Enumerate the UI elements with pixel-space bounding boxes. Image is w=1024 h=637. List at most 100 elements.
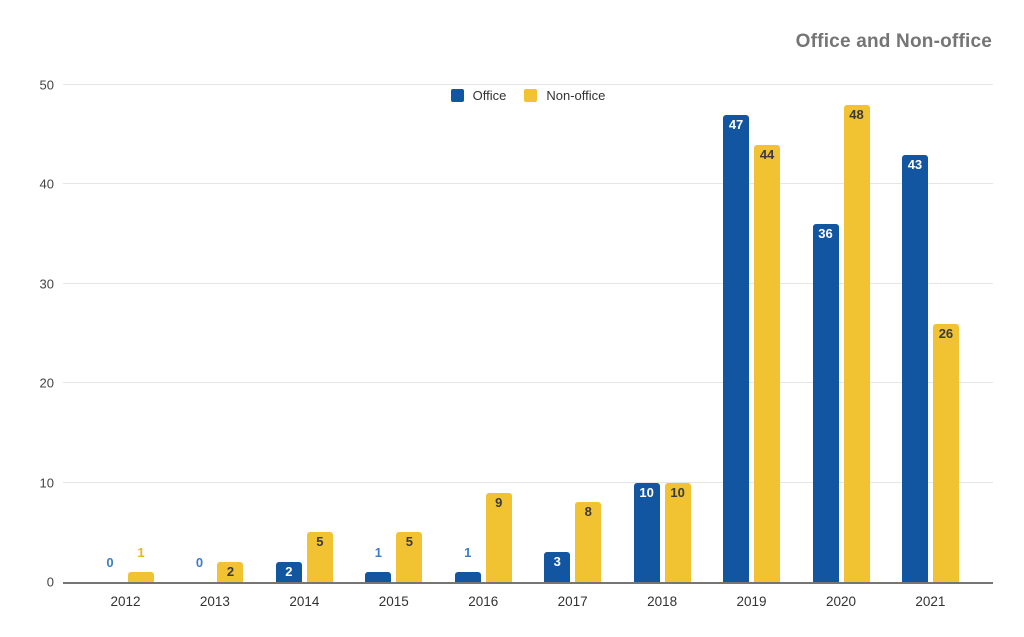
legend-item-office: Office (450, 87, 507, 103)
bar-slot: 26 (932, 85, 959, 582)
gridline (63, 481, 993, 483)
y-tick-label: 30 (39, 276, 54, 292)
bar-value-label: 44 (759, 147, 775, 162)
bar-group-2018: 10 10 2018 (633, 85, 691, 609)
y-tick-label: 10 (39, 475, 54, 491)
plot-area: 0 1 2012 0 2 2013 2 5 2014 1 5 2015 1 9 2016 3 8 2017 10 10… (63, 84, 993, 609)
bar-value-label: 3 (553, 554, 561, 569)
bar-group-2021: 43 26 2021 (901, 85, 959, 609)
bar-non-office: 2 (217, 562, 244, 582)
bar-slot: 48 (843, 85, 870, 582)
bar-non-office: 44 (754, 145, 781, 582)
bar-office: 36 (812, 224, 839, 582)
legend-swatch-icon (524, 88, 538, 102)
chart-title: Office and Non-office (795, 31, 992, 52)
bar-value-label: 1 (137, 545, 145, 560)
legend-swatch-icon (450, 88, 464, 102)
bar-office: 47 (723, 115, 750, 582)
bar-value-label: 36 (818, 226, 833, 241)
bar-group-2012: 0 1 2012 (97, 85, 154, 609)
bar-slot: 0 (186, 85, 212, 582)
bar-value-label: 5 (316, 534, 324, 549)
bar-office: 3 (544, 552, 571, 582)
x-tick-label: 2014 (289, 594, 320, 609)
bar-slot: 5 (306, 85, 333, 582)
bar-group-2017: 3 8 2017 (544, 85, 602, 609)
gridlines (63, 84, 993, 582)
bar-value-label: 1 (374, 545, 382, 560)
y-tick-label: 20 (39, 375, 54, 391)
x-tick-label: 2013 (199, 594, 230, 609)
x-tick-label: 2012 (110, 594, 141, 609)
gridline (63, 282, 993, 284)
bar-slot: 2 (275, 85, 302, 582)
bar-value-label: 0 (195, 555, 204, 570)
legend-label: Non-office (546, 87, 606, 103)
gridline (63, 183, 993, 185)
bar-non-office: 10 (664, 483, 691, 582)
bar-value-label: 47 (728, 117, 744, 132)
x-tick-label: 2015 (378, 594, 409, 609)
bar-value-label: 0 (106, 555, 114, 570)
bar-value-label: 43 (907, 157, 923, 172)
bar-slot: 2 (217, 85, 244, 582)
y-tick-label: 50 (39, 77, 54, 93)
bar-slot: 44 (754, 85, 781, 582)
bar-office: 2 (275, 562, 302, 582)
bar-group-2013: 0 2 2013 (186, 85, 244, 609)
bar-value-label: 10 (670, 485, 685, 500)
bar-slot: 36 (812, 85, 839, 582)
x-tick-label: 2020 (825, 594, 857, 609)
bar-value-label: 2 (285, 564, 293, 579)
bar-office (365, 572, 392, 582)
bar-slot: 1 (365, 85, 392, 582)
bar-value-label: 1 (464, 545, 472, 560)
bar-non-office: 9 (485, 493, 512, 582)
bar-slot: 3 (544, 85, 571, 582)
x-tick-label: 2019 (736, 594, 767, 609)
gridline (63, 84, 993, 85)
bar-value-label: 5 (405, 534, 413, 549)
bar-group-2016: 1 9 2016 (454, 85, 512, 609)
bar-slot: 1 (454, 85, 481, 582)
chart-legend: Office Non-office (63, 87, 993, 103)
x-tick-label: 2017 (557, 594, 588, 609)
bar-slot: 10 (633, 85, 660, 582)
bar-non-office (128, 572, 154, 582)
bar-group-2014: 2 5 2014 (275, 85, 333, 609)
bar-group-2019: 47 44 2019 (723, 85, 781, 609)
gridline (63, 382, 993, 384)
bar-slot: 47 (723, 85, 750, 582)
x-tick-label: 2018 (647, 594, 678, 609)
bar-slot: 10 (664, 85, 691, 582)
bar-office: 43 (901, 155, 928, 582)
y-tick-label: 40 (39, 176, 54, 192)
bar-group-2015: 1 5 2015 (365, 85, 423, 609)
bars-row: 0 1 2012 0 2 2013 2 5 2014 1 5 2015 1 9 2016 3 8 2017 10 10… (63, 85, 993, 609)
bar-non-office: 8 (575, 502, 602, 582)
x-tick-label: 2016 (468, 594, 499, 609)
bar-value-label: 8 (584, 504, 592, 519)
bar-slot: 9 (485, 85, 512, 582)
bar-value-label: 48 (849, 107, 864, 122)
y-axis-tick-labels: 0 10 20 30 40 50 (0, 79, 54, 589)
bar-value-label: 9 (495, 495, 503, 510)
bar-slot: 5 (396, 85, 423, 582)
bar-non-office: 5 (396, 532, 423, 582)
bar-slot: 43 (901, 85, 928, 582)
bar-slot: 8 (575, 85, 602, 582)
legend-label: Office (472, 87, 507, 103)
bar-non-office: 26 (932, 324, 959, 582)
bar-office: 10 (633, 483, 660, 582)
legend-item-non-office: Non-office (524, 88, 605, 103)
x-tick-label: 2021 (915, 594, 946, 609)
bar-slot: 1 (128, 85, 154, 582)
bar-group-2020: 36 48 2020 (812, 85, 870, 609)
bar-value-label: 26 (938, 326, 954, 341)
bar-value-label: 2 (226, 564, 235, 579)
y-tick-label: 0 (46, 574, 54, 590)
bar-slot: 0 (97, 85, 123, 582)
bar-value-label: 10 (639, 485, 654, 500)
bar-non-office: 48 (843, 105, 870, 582)
